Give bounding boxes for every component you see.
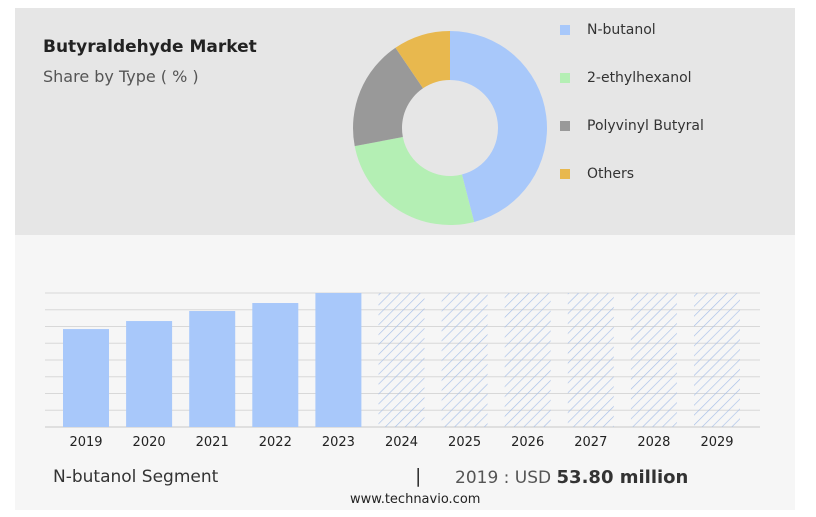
legend-label: Others: [587, 166, 635, 182]
forecast-bar: [567, 293, 614, 427]
forecast-bar: [378, 293, 425, 427]
year-label: 2019 : USD: [455, 468, 552, 488]
segment-label: N-butanol Segment: [53, 467, 219, 487]
x-tick-label: 2026: [511, 435, 544, 450]
chart-title: Butyraldehyde Market: [43, 37, 257, 57]
legend-label: N-butanol: [587, 22, 656, 38]
legend-item: Polyvinyl Butyral: [560, 118, 704, 134]
bar: [252, 303, 299, 427]
donut-slice-2: [353, 47, 424, 147]
bar: [315, 293, 362, 427]
legend-swatch: [560, 73, 570, 83]
forecast-bar: [694, 293, 740, 427]
value-amount: 53.80 million: [556, 467, 689, 488]
legend-swatch: [560, 121, 570, 131]
x-tick-label: 2023: [322, 435, 355, 450]
x-tick-label: 2025: [448, 435, 481, 450]
forecast-bar: [441, 293, 488, 427]
x-tick-label: 2019: [69, 435, 102, 450]
legend-swatch: [560, 169, 570, 179]
legend-item: 2-ethylhexanol: [560, 70, 692, 86]
x-tick-label: 2029: [700, 435, 733, 450]
x-tick-label: 2028: [637, 435, 670, 450]
x-tick-label: 2027: [574, 435, 607, 450]
source-link[interactable]: www.technavio.com: [350, 492, 481, 507]
x-tick-label: 2022: [259, 435, 292, 450]
bar: [63, 329, 109, 427]
legend-swatch: [560, 25, 570, 35]
legend-label: 2-ethylhexanol: [587, 70, 692, 86]
donut-slice-3: [395, 31, 450, 89]
legend-item: N-butanol: [560, 22, 656, 38]
bar: [189, 311, 236, 427]
forecast-bar: [630, 293, 677, 427]
segment-value: 2019 : USD 53.80 million: [455, 467, 688, 488]
bar: [126, 321, 173, 427]
separator: |: [415, 465, 422, 487]
donut-slice-0: [450, 31, 547, 222]
x-tick-label: 2020: [133, 435, 166, 450]
chart-subtitle: Share by Type ( % ): [43, 67, 199, 86]
legend-label: Polyvinyl Butyral: [587, 118, 704, 134]
x-tick-label: 2021: [196, 435, 229, 450]
donut-slice-1: [354, 136, 475, 225]
legend-item: Others: [560, 166, 634, 182]
forecast-bar: [504, 293, 551, 427]
x-tick-label: 2024: [385, 435, 418, 450]
